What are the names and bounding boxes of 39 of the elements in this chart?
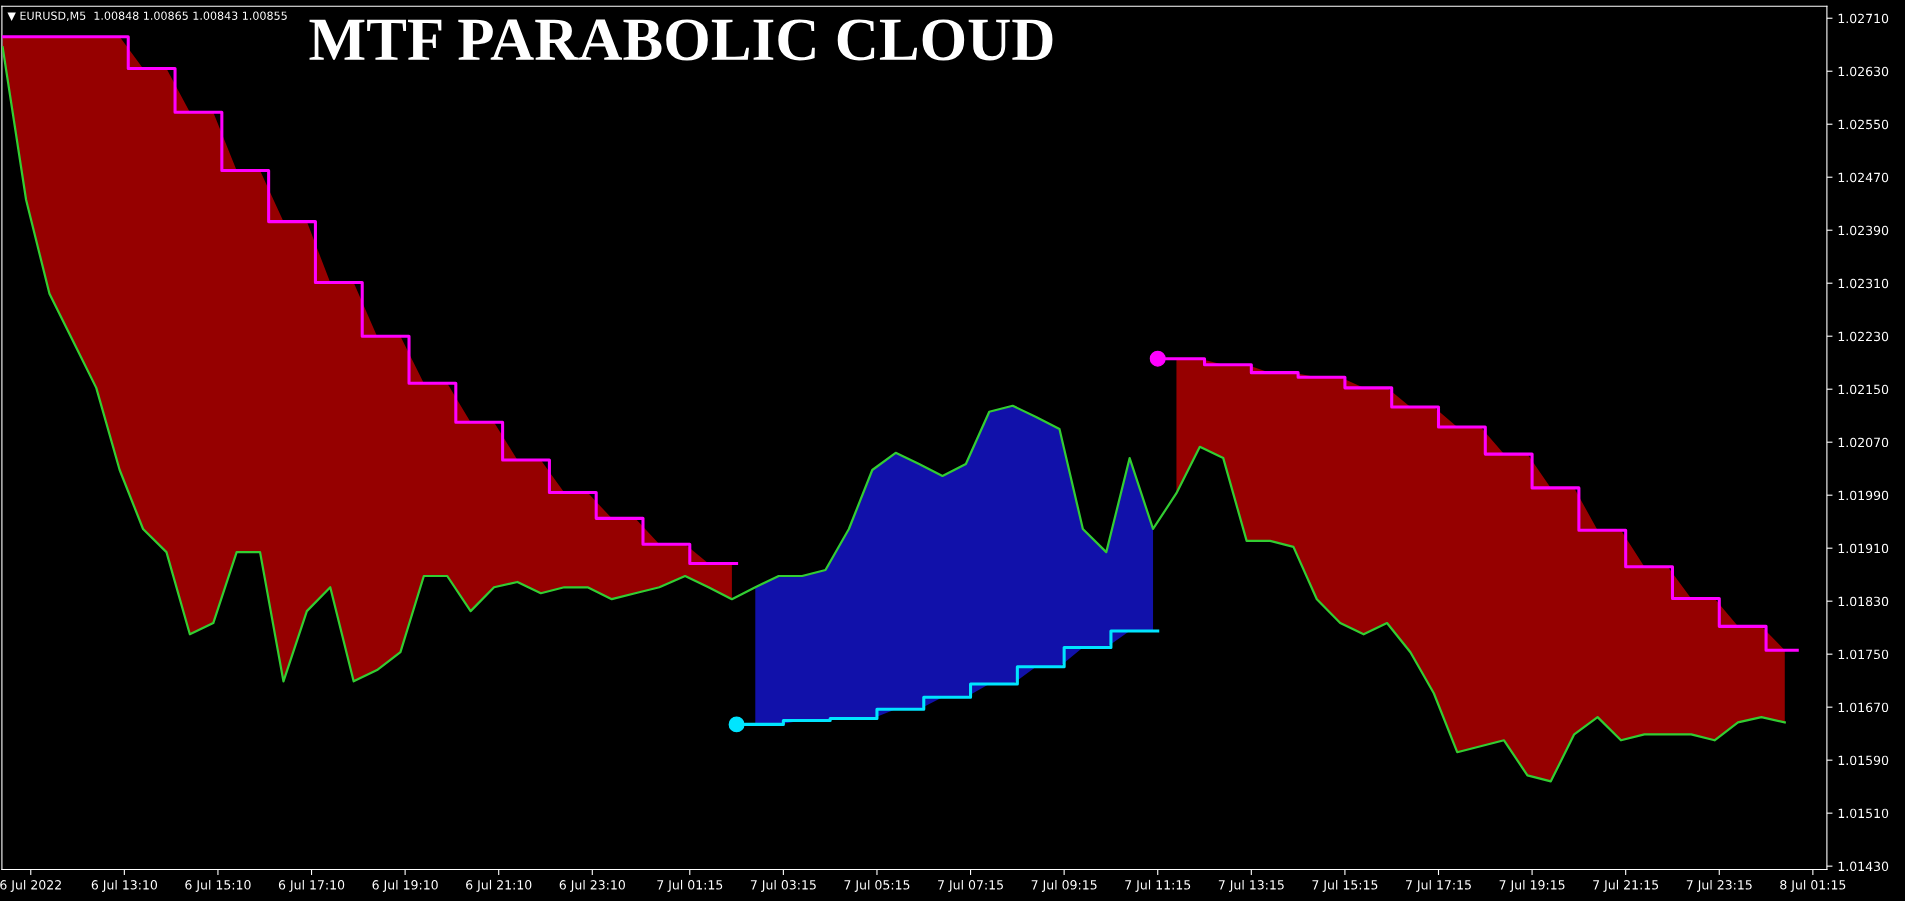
y-tick-label: 1.01990 bbox=[1838, 490, 1889, 501]
x-tick-label: 8 Jul 01:15 bbox=[1780, 879, 1846, 892]
y-tick-label: 1.02630 bbox=[1838, 66, 1889, 77]
x-tick-label: 7 Jul 01:15 bbox=[657, 879, 723, 892]
x-tick-label: 7 Jul 17:15 bbox=[1406, 879, 1471, 892]
y-tick-label: 1.01510 bbox=[1838, 808, 1889, 819]
x-tick-label: 6 Jul 15:10 bbox=[185, 879, 251, 892]
x-tick-label: 7 Jul 13:15 bbox=[1218, 879, 1284, 892]
y-tick-label: 1.01590 bbox=[1838, 755, 1889, 766]
x-tick-label: 6 Jul 2022 bbox=[0, 879, 61, 892]
x-tick-label: 7 Jul 09:15 bbox=[1031, 879, 1097, 892]
x-tick-label: 7 Jul 03:15 bbox=[750, 879, 816, 892]
chart-title: MTF PARABOLIC CLOUD bbox=[309, 19, 1053, 61]
x-tick-label: 6 Jul 23:10 bbox=[559, 879, 625, 892]
x-tick-label: 7 Jul 21:15 bbox=[1593, 879, 1659, 892]
x-tick-label: 7 Jul 15:15 bbox=[1312, 879, 1378, 892]
x-tick-label: 7 Jul 19:15 bbox=[1499, 879, 1565, 892]
y-tick-label: 1.02230 bbox=[1838, 331, 1889, 342]
y-tick-label: 1.02710 bbox=[1838, 13, 1889, 24]
y-tick-label: 1.02310 bbox=[1838, 278, 1889, 289]
y-tick-label: 1.02470 bbox=[1838, 172, 1889, 183]
y-tick-label: 1.01910 bbox=[1838, 543, 1889, 554]
x-tick-label: 7 Jul 23:15 bbox=[1686, 879, 1752, 892]
x-tick-label: 7 Jul 07:15 bbox=[938, 879, 1003, 892]
y-tick-label: 1.01750 bbox=[1838, 649, 1889, 660]
x-tick-label: 6 Jul 13:10 bbox=[91, 879, 158, 892]
x-tick-label: 6 Jul 17:10 bbox=[278, 879, 345, 892]
annotation: ▼ EURUSD,M5 1.00848 1.00865 1.00843 1.00855 bbox=[7, 11, 287, 22]
y-tick-label: 1.01830 bbox=[1838, 596, 1889, 607]
x-tick-label: 6 Jul 19:10 bbox=[372, 879, 438, 892]
y-tick-label: 1.02070 bbox=[1838, 437, 1889, 448]
y-tick-label: 1.01430 bbox=[1838, 861, 1889, 872]
x-tick-label: 6 Jul 21:10 bbox=[466, 879, 532, 892]
y-tick-label: 1.02150 bbox=[1838, 384, 1889, 395]
y-tick-label: 1.02550 bbox=[1838, 119, 1889, 130]
x-tick-label: 7 Jul 05:15 bbox=[844, 879, 910, 892]
y-tick-label: 1.01670 bbox=[1838, 702, 1889, 713]
y-tick-label: 1.02390 bbox=[1838, 225, 1889, 236]
x-tick-label: 7 Jul 11:15 bbox=[1125, 879, 1191, 892]
